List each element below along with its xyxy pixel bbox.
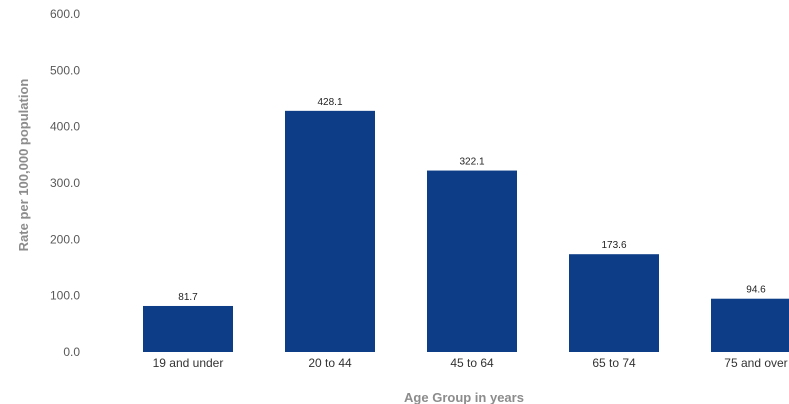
bar-data-label: 322.1 bbox=[459, 157, 484, 168]
bar bbox=[711, 298, 789, 352]
bar-data-label: 173.6 bbox=[601, 240, 626, 251]
x-tick-label: 45 to 64 bbox=[450, 356, 494, 370]
bar-data-label: 81.7 bbox=[178, 292, 198, 303]
bar bbox=[427, 170, 517, 352]
bar bbox=[569, 254, 659, 352]
data-labels: 81.7 428.1 322.1 173.6 94.6 bbox=[178, 97, 766, 303]
y-tick-label: 100.0 bbox=[50, 289, 80, 303]
x-tick-label: 20 to 44 bbox=[308, 356, 352, 370]
y-tick-label: 300.0 bbox=[50, 176, 80, 190]
bar-data-label: 94.6 bbox=[746, 285, 766, 296]
y-axis-title: Rate per 100,000 population bbox=[16, 79, 31, 252]
y-tick-label: 600.0 bbox=[50, 7, 80, 21]
x-axis-ticks: 19 and under 20 to 44 45 to 64 65 to 74 75 a… bbox=[153, 356, 788, 370]
y-tick-label: 400.0 bbox=[50, 120, 80, 134]
y-tick-label: 200.0 bbox=[50, 232, 80, 246]
y-axis-ticks: 0.0 100.0 200.0 300.0 400.0 500.0 600.0 bbox=[50, 7, 80, 359]
y-tick-label: 0.0 bbox=[63, 345, 80, 359]
x-tick-label: 65 to 74 bbox=[592, 356, 636, 370]
bar-series bbox=[143, 110, 789, 352]
bar-data-label: 428.1 bbox=[317, 97, 342, 108]
x-tick-label: 19 and under bbox=[153, 356, 224, 370]
bar bbox=[285, 110, 375, 352]
y-tick-label: 500.0 bbox=[50, 63, 80, 77]
bar bbox=[143, 305, 233, 352]
x-axis-title: Age Group in years bbox=[404, 390, 524, 404]
x-tick-label: 75 and over bbox=[724, 356, 787, 370]
